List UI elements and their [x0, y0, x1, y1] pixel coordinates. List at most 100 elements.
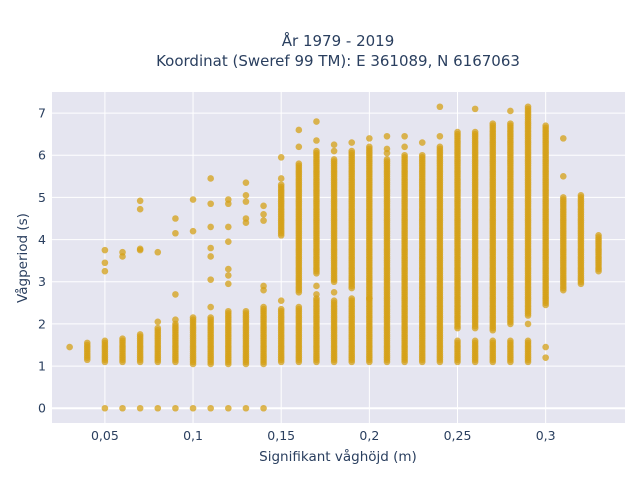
data-point [559, 194, 567, 201]
data-point [189, 314, 197, 321]
x-tick-label: 0,3 [536, 428, 556, 443]
data-point [577, 192, 585, 199]
data-point [172, 291, 179, 298]
data-point [225, 307, 232, 315]
y-tick-label: 5 [38, 190, 46, 205]
y-tick-labels: 0 1 2 3 4 5 6 7 [38, 106, 46, 416]
data-point [313, 137, 320, 144]
y-tick-label: 7 [38, 106, 46, 121]
data-point [136, 404, 144, 412]
data-point [436, 103, 444, 111]
data-point [260, 282, 267, 290]
data-point [207, 303, 214, 311]
y-tick-label: 4 [38, 232, 46, 247]
data-point [66, 343, 73, 351]
data-point [471, 105, 479, 113]
data-point [101, 259, 109, 267]
data-point [119, 335, 126, 342]
data-point [383, 132, 391, 140]
data-point [348, 295, 356, 302]
x-tick-label: 0,05 [91, 428, 119, 443]
data-point [225, 272, 232, 279]
data-point [277, 181, 285, 189]
data-point [172, 215, 179, 222]
data-point [260, 202, 267, 210]
x-axis-label: Signifikant våghöjd (m) [259, 448, 417, 465]
data-point [207, 253, 214, 260]
data-point [418, 139, 426, 146]
data-point [277, 175, 285, 182]
data-point [207, 314, 214, 321]
y-tick-label: 1 [38, 359, 46, 374]
data-point [330, 147, 338, 155]
data-point [225, 404, 232, 412]
data-point [225, 196, 232, 203]
data-point [295, 160, 303, 167]
x-tick-labels: 0,05 0,1 0,15 0,2 0,25 0,3 [91, 428, 556, 443]
data-point [101, 267, 109, 275]
data-point [119, 404, 126, 412]
data-point [101, 246, 109, 254]
chart-title-line-1: År 1979 - 2019 [282, 31, 395, 50]
data-point [507, 120, 514, 127]
data-point [401, 143, 408, 151]
data-point [260, 210, 267, 218]
data-point [330, 141, 338, 149]
data-point [242, 198, 250, 205]
data-point [225, 265, 232, 273]
data-point [559, 173, 567, 180]
data-point [436, 132, 444, 140]
data-point [242, 307, 250, 315]
data-point [348, 147, 356, 155]
data-point [313, 118, 320, 125]
data-point [225, 280, 232, 288]
data-point [207, 175, 214, 182]
data-point [189, 196, 197, 203]
data-point [295, 303, 303, 311]
chart-title-line-2: Koordinat (Sweref 99 TM): E 361089, N 61… [156, 52, 520, 70]
data-point [101, 337, 109, 345]
data-points [66, 103, 602, 412]
data-point [136, 197, 144, 205]
data-point [418, 151, 426, 159]
data-point [595, 232, 602, 239]
data-point [348, 139, 356, 146]
data-point [119, 248, 126, 256]
data-point [136, 205, 144, 213]
data-point [207, 404, 214, 412]
data-point [136, 245, 144, 253]
data-point [383, 156, 391, 163]
data-point [260, 217, 267, 224]
data-point [313, 291, 320, 298]
x-tick-label: 0,2 [359, 428, 379, 443]
data-point [189, 227, 197, 235]
data-point [454, 337, 461, 345]
data-point [172, 316, 179, 323]
data-point [172, 229, 179, 237]
data-point [207, 276, 214, 283]
data-point [260, 404, 267, 412]
data-point [154, 248, 162, 256]
data-point [154, 324, 162, 332]
data-point [330, 297, 338, 305]
data-point [489, 120, 497, 127]
data-point [225, 238, 232, 245]
data-point [242, 179, 250, 186]
data-point [524, 320, 532, 328]
data-point [295, 126, 303, 134]
data-point [136, 331, 144, 338]
data-point [401, 151, 408, 159]
data-point [507, 337, 514, 345]
data-point [242, 215, 250, 222]
data-point [489, 337, 497, 345]
data-point [260, 303, 267, 311]
y-tick-label: 2 [38, 316, 46, 331]
y-axis-label: Vågperiod (s) [14, 213, 31, 303]
data-point [507, 107, 514, 115]
data-point [277, 297, 285, 305]
data-point [542, 122, 549, 130]
data-point [242, 192, 250, 199]
data-point [524, 337, 532, 345]
